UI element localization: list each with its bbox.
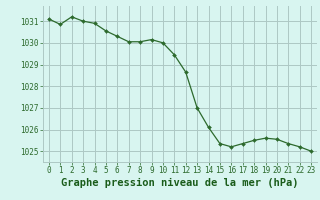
X-axis label: Graphe pression niveau de la mer (hPa): Graphe pression niveau de la mer (hPa) xyxy=(61,178,299,188)
